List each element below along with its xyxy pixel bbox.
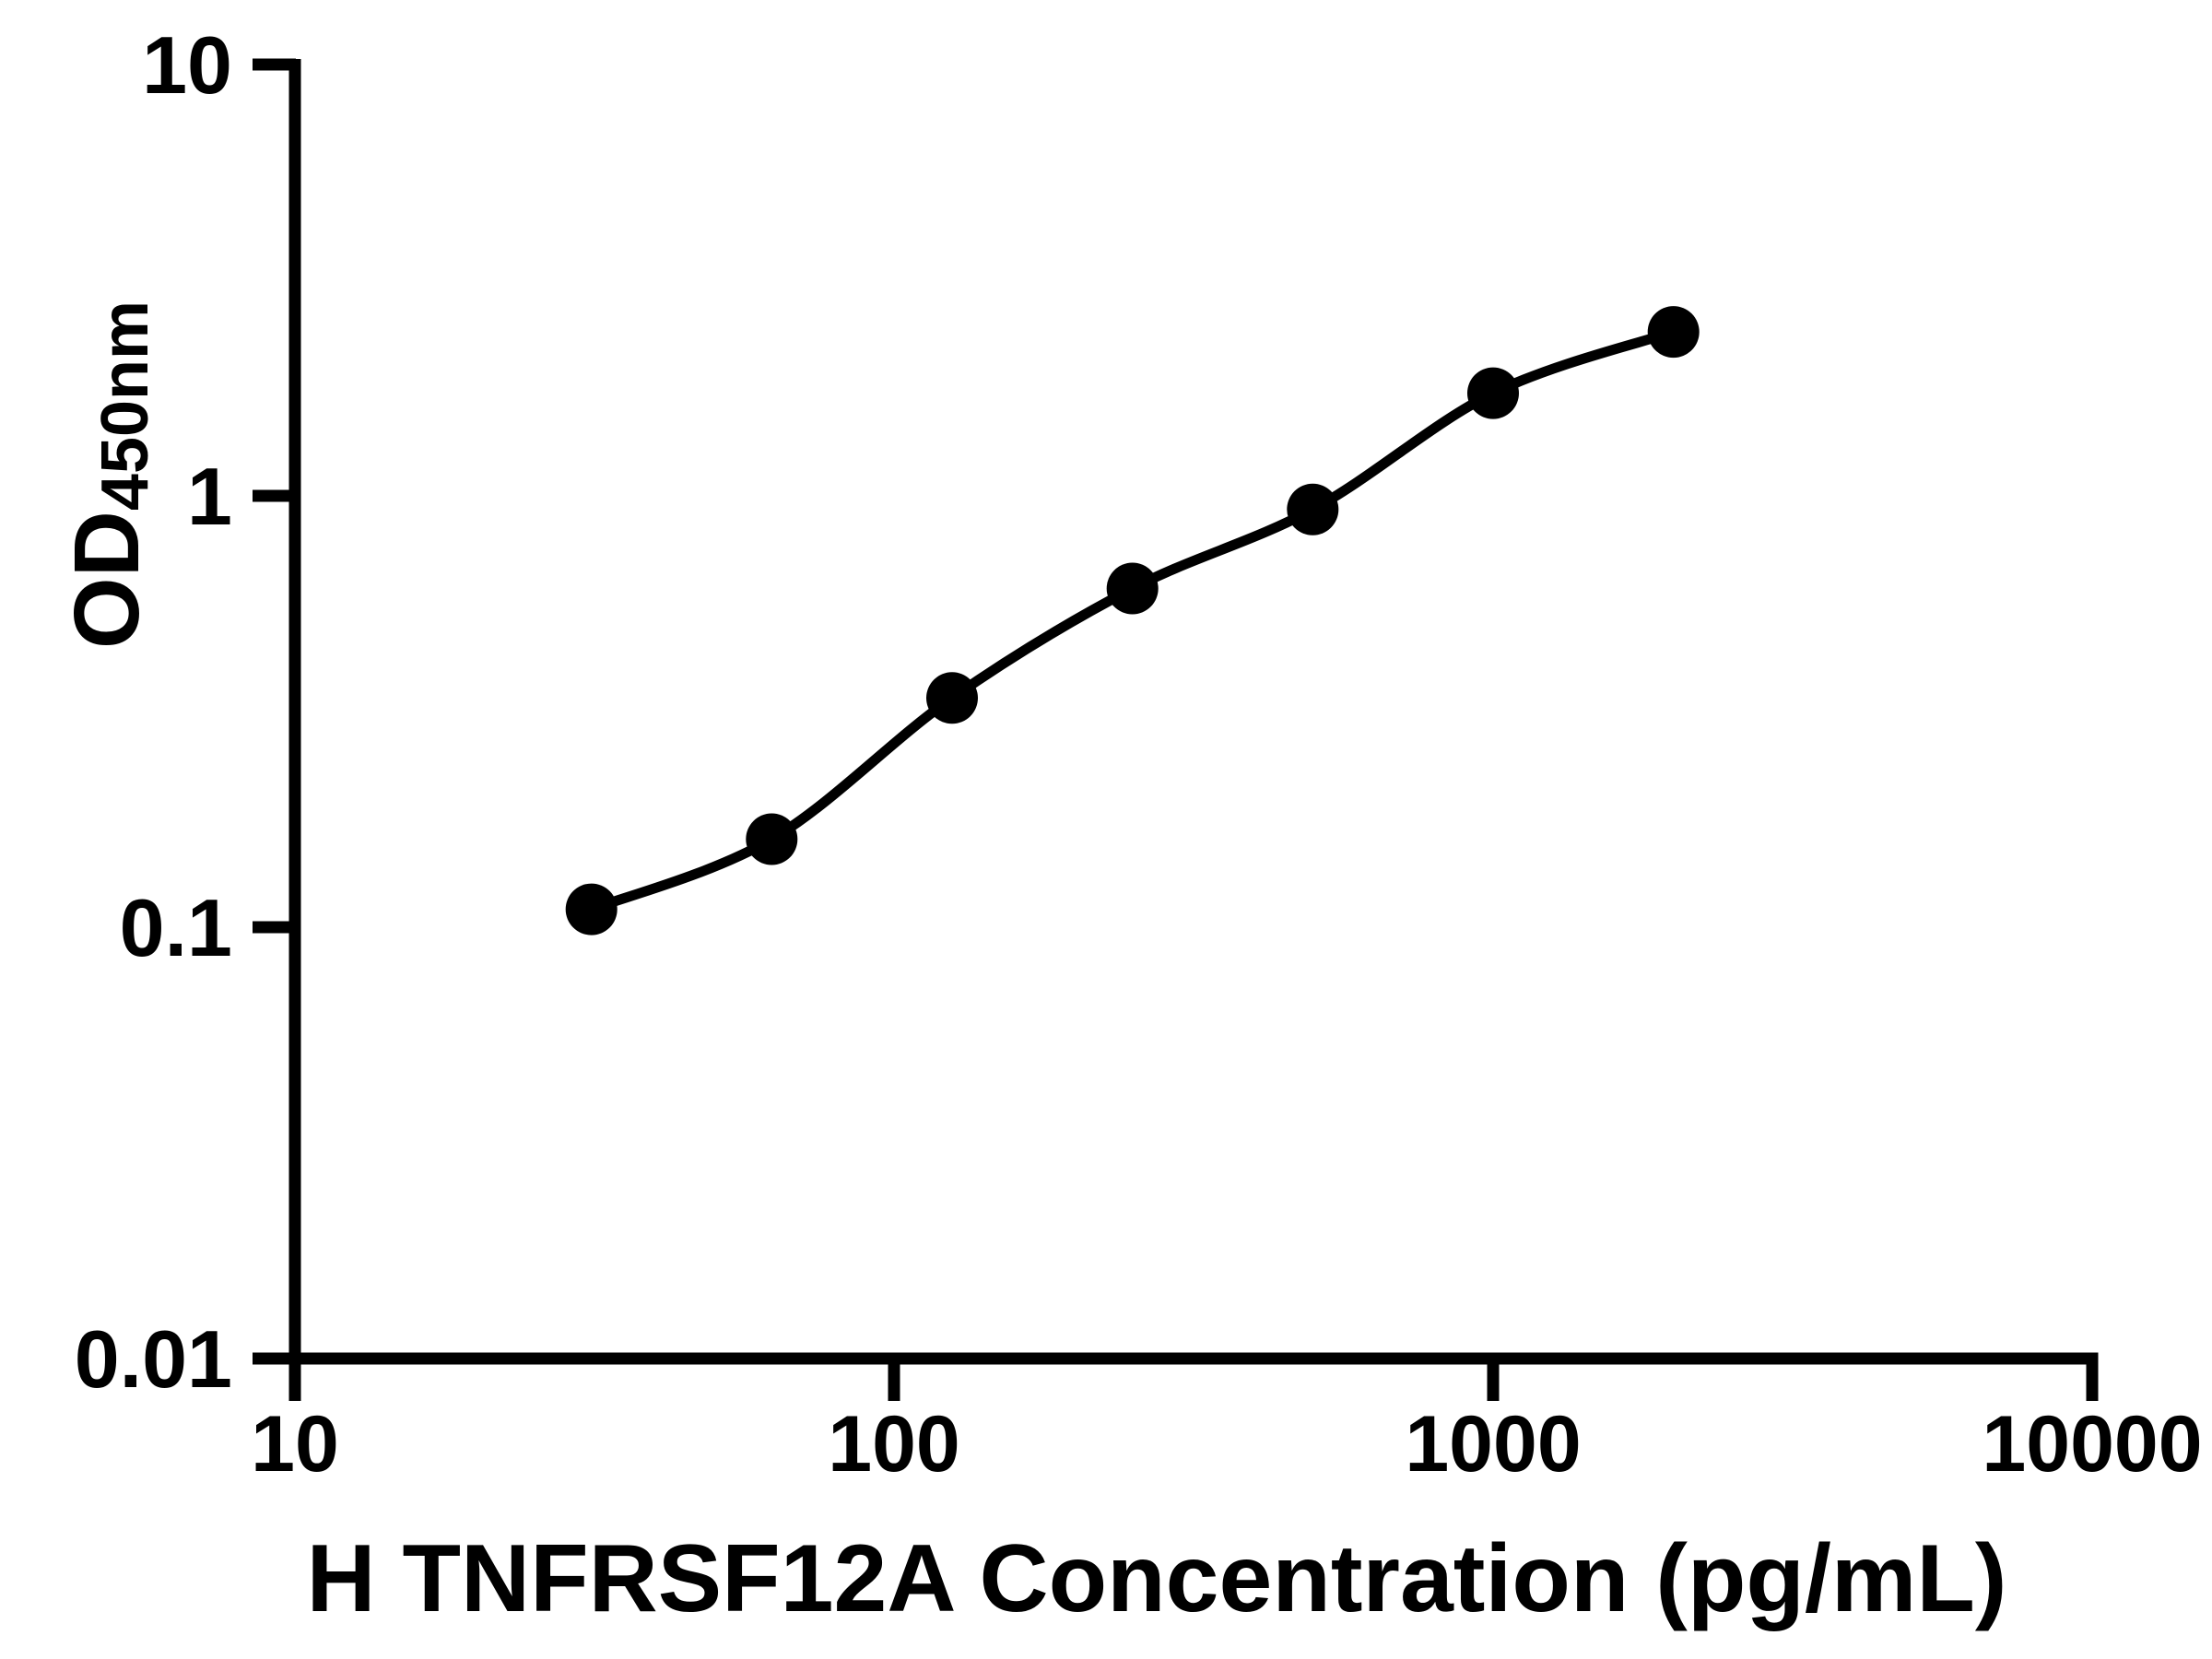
data-point [746, 813, 798, 865]
y-tick-label: 1 [187, 451, 232, 542]
y-axis-title: OD450nm [55, 300, 162, 649]
y-axis-title-main: OD [55, 511, 159, 649]
x-tick-label: 100 [828, 1400, 960, 1488]
data-point [565, 883, 618, 935]
data-point [1106, 562, 1159, 615]
y-tick-label: 0.01 [75, 1313, 232, 1405]
y-tick-label: 0.1 [120, 882, 232, 973]
x-tick-label: 1000 [1405, 1400, 1581, 1488]
x-tick-label: 10 [251, 1400, 339, 1488]
y-axis-title-subscript: 450nm [88, 300, 162, 511]
data-point [1467, 367, 1519, 419]
y-tick-label: 10 [142, 19, 232, 111]
x-axis-title: H TNFRSF12A Concentration (pg/mL) [307, 1525, 2007, 1632]
data-point [926, 672, 978, 724]
data-point [1287, 483, 1339, 535]
data-series-layer [565, 306, 1700, 935]
data-point [1647, 306, 1700, 359]
x-tick-label: 10000 [1982, 1400, 2202, 1488]
